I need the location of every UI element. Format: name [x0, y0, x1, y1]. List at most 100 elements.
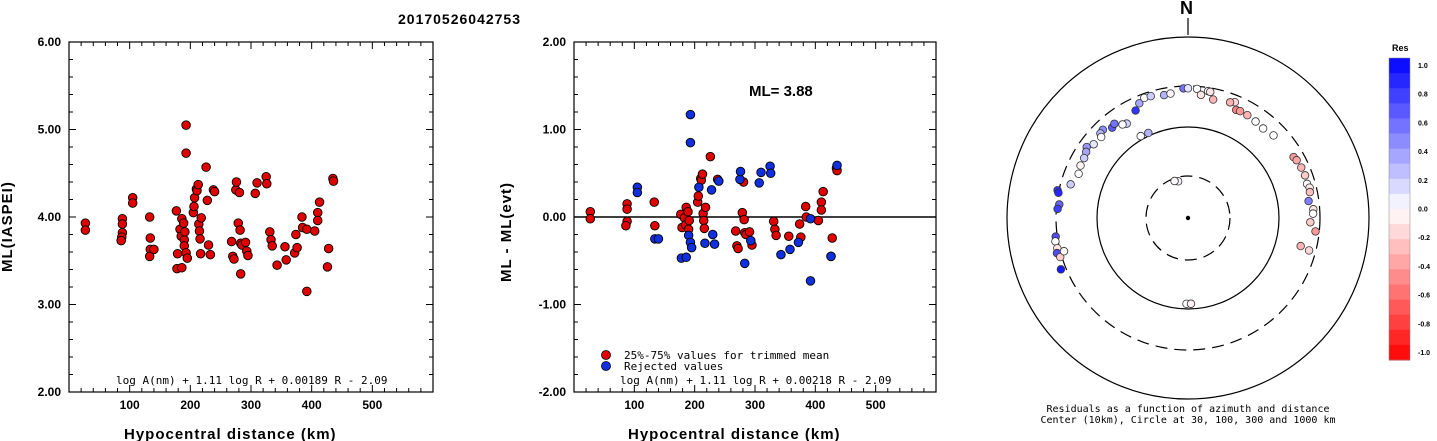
colorbar-tick: -1.0: [1418, 350, 1430, 357]
data-point: [127, 198, 138, 208]
colorbar-cell: [1389, 88, 1410, 104]
data-point: [117, 219, 128, 229]
residual-point: [1296, 241, 1305, 251]
data-point: [235, 269, 246, 279]
colorbar-cell: [1389, 284, 1410, 301]
data-point: [144, 212, 155, 222]
data-point: [322, 262, 333, 272]
colorbar-cell: [1389, 314, 1410, 331]
circle-30km: [1145, 175, 1231, 261]
colorbar-cell: [1389, 178, 1410, 195]
data-point: [730, 226, 741, 236]
ytick-label: 1.00: [543, 123, 567, 137]
data-point: [202, 195, 213, 206]
colorbar-cell: [1389, 163, 1410, 180]
residual-point: [1166, 89, 1175, 98]
data-point: [735, 174, 745, 185]
data-point: [827, 233, 837, 243]
data-point: [816, 197, 827, 207]
data-point: [784, 231, 794, 241]
data-point: [756, 167, 766, 178]
xtick-label: 200: [180, 398, 200, 412]
data-point: [250, 188, 260, 199]
colorbar-tick: 0.4: [1418, 149, 1428, 156]
colorbar-cell: [1389, 344, 1410, 361]
legend-marker-rejected: [601, 361, 611, 371]
ytick-label: 4.00: [38, 210, 62, 224]
x-axis-label: Hypocentral distance (km): [124, 426, 337, 441]
data-point: [181, 148, 191, 158]
data-point: [149, 244, 159, 255]
data-point: [267, 241, 277, 251]
colorbar-cell: [1389, 148, 1410, 165]
data-point: [302, 224, 312, 234]
data-point: [653, 234, 664, 244]
residual-point: [1059, 247, 1069, 256]
data-point: [265, 227, 275, 237]
residual-point: [1146, 91, 1155, 101]
residual-point: [1110, 119, 1119, 128]
data-point: [649, 197, 659, 207]
data-point: [281, 255, 291, 265]
data-point: [182, 253, 193, 263]
colorbar-cell: [1389, 224, 1410, 240]
residual-vs-distance-panel: -2.00 -1.00 0.00 1.00 2.00 100 200 300 4…: [498, 35, 937, 441]
circle-100km: [1096, 126, 1280, 310]
epicenter-dot: [1185, 215, 1191, 221]
xtick-label: 500: [866, 398, 886, 412]
data-point: [700, 238, 710, 248]
y-axis-label: ML(IASPEI): [0, 181, 16, 272]
colorbar-cell: [1389, 269, 1410, 285]
colorbar-cell: [1389, 103, 1410, 119]
data-point: [813, 215, 824, 226]
data-point: [832, 160, 842, 171]
residual-point: [1054, 188, 1063, 198]
residual-point: [1292, 156, 1301, 165]
data-point: [699, 223, 710, 234]
data-point: [706, 185, 717, 195]
data-point: [292, 242, 302, 253]
ytick-label: 2.00: [543, 35, 567, 49]
data-point: [203, 240, 214, 250]
residual-point: [1243, 111, 1252, 120]
data-point: [196, 213, 207, 223]
residual-point: [1206, 87, 1215, 97]
legend-label-trimmed: 25%-75% values for trimmed mean: [624, 349, 829, 362]
colorbar-cell: [1389, 254, 1410, 270]
data-point: [765, 168, 776, 178]
data-point: [272, 260, 282, 270]
residual-point: [1304, 246, 1314, 255]
data-point: [805, 213, 816, 224]
xtick-label: 400: [302, 398, 322, 412]
data-point: [744, 227, 755, 237]
data-point: [231, 177, 242, 187]
residual-point: [1118, 120, 1127, 129]
residual-point: [1269, 131, 1278, 140]
ytick-label: -1.00: [539, 298, 567, 312]
data-point: [693, 191, 704, 201]
residual-point: [1251, 117, 1260, 126]
data-point: [805, 276, 816, 286]
residual-point: [1300, 171, 1310, 180]
colorbar-frame: [1388, 57, 1411, 361]
caption-line-2: Center (10km), Circle at 30, 100, 300 an…: [1040, 415, 1335, 426]
colorbar-cell: [1389, 239, 1410, 255]
colorbar-tick: 1.0: [1418, 63, 1428, 70]
data-point: [116, 235, 126, 246]
residual-point: [1183, 84, 1193, 93]
y-axis-label: ML - ML(evt): [498, 182, 515, 282]
colorbar-tick: -0.4: [1418, 264, 1430, 271]
data-point: [189, 201, 199, 212]
data-point: [685, 109, 696, 120]
colorbar-tick: 0.8: [1418, 92, 1428, 99]
data-point: [714, 176, 724, 186]
colorbar-tick: 0.0: [1418, 207, 1428, 214]
ytick-label: 2.00: [38, 385, 62, 399]
xtick-label: 300: [745, 398, 765, 412]
data-point: [694, 182, 704, 192]
colorbar-tick: 0.6: [1418, 120, 1428, 127]
data-point: [323, 243, 334, 254]
residual-point: [1208, 95, 1218, 104]
colorbar-title: Res: [1392, 43, 1409, 53]
